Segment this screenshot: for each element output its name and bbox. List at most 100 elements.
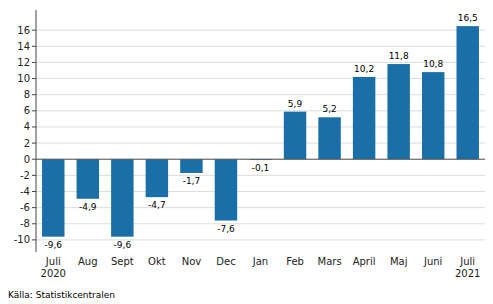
grid-line <box>36 175 485 176</box>
grid <box>36 30 485 240</box>
tick-label: Maj <box>390 256 408 267</box>
grid-line <box>36 78 485 79</box>
tick-label: Feb <box>286 256 304 267</box>
tick-mark <box>32 143 36 144</box>
tick-label-line: Dec <box>216 256 235 267</box>
bar <box>457 26 479 159</box>
tick-label: Nov <box>182 256 202 267</box>
grid-line <box>36 223 485 224</box>
bar <box>284 112 306 160</box>
data-label: 5,9 <box>288 99 303 109</box>
tick-label-line: Mars <box>318 256 342 267</box>
tick-label: -8 <box>20 218 30 229</box>
tick-label: Juni <box>423 256 442 267</box>
bar <box>111 159 133 236</box>
tick-label-line: Maj <box>390 256 408 267</box>
bar <box>353 77 375 159</box>
tick-label: 4 <box>24 121 30 132</box>
tick-label: April <box>353 256 376 267</box>
tick-label: 6 <box>24 105 30 116</box>
tick-label-line: Sept <box>111 256 134 267</box>
tick-label: 16 <box>17 25 30 36</box>
tick-mark <box>32 110 36 111</box>
tick-label: Dec <box>216 256 235 267</box>
bar <box>318 117 340 159</box>
tick-label-line: Nov <box>182 256 202 267</box>
tick-label-line: Okt <box>148 256 166 267</box>
data-label: -0,1 <box>252 163 270 173</box>
bar <box>215 159 237 220</box>
bar <box>146 159 168 197</box>
data-label: -7,6 <box>217 224 235 234</box>
tick-label-line: 2021 <box>455 268 480 279</box>
x-axis: Juli2020AugSeptOktNovDecJanFebMarsAprilM… <box>41 256 481 279</box>
data-label: 11,8 <box>389 51 409 61</box>
tick-label-line: 2020 <box>41 268 66 279</box>
y-axis: -10-8-6-4-20246810121416 <box>14 10 36 252</box>
tick-mark <box>32 159 36 160</box>
tick-mark <box>32 175 36 176</box>
grid-line <box>36 159 485 160</box>
data-label: 16,5 <box>458 13 478 23</box>
data-label: -9,6 <box>114 240 132 250</box>
chart-svg: -10-8-6-4-20246810121416-9,6-4,9-9,6-4,7… <box>0 0 493 304</box>
tick-label: -2 <box>20 170 30 181</box>
data-label: 10,2 <box>354 64 374 74</box>
tick-mark <box>32 46 36 47</box>
data-label: -1,7 <box>183 176 201 186</box>
grid-line <box>36 94 485 95</box>
bar <box>180 159 202 173</box>
bar <box>42 159 64 236</box>
tick-label-line: Juli <box>45 256 61 267</box>
data-label: -4,7 <box>148 200 166 210</box>
chart-container: -10-8-6-4-20246810121416-9,6-4,9-9,6-4,7… <box>0 0 493 304</box>
tick-mark <box>32 78 36 79</box>
bars <box>42 26 479 237</box>
data-label: 10,8 <box>423 59 443 69</box>
grid-line <box>36 126 485 127</box>
tick-mark <box>32 239 36 240</box>
bar <box>77 159 99 199</box>
bar <box>422 72 444 159</box>
tick-label: Sept <box>111 256 134 267</box>
tick-label: Juli2021 <box>455 256 480 279</box>
tick-mark <box>32 30 36 31</box>
tick-mark <box>32 207 36 208</box>
tick-mark <box>32 223 36 224</box>
tick-label: Juli2020 <box>41 256 66 279</box>
tick-label-line: Feb <box>286 256 304 267</box>
tick-label: 8 <box>24 89 30 100</box>
tick-label-line: April <box>353 256 376 267</box>
tick-label: 14 <box>17 41 30 52</box>
tick-label: Mars <box>318 256 342 267</box>
data-label: 5,2 <box>322 104 336 114</box>
tick-label: 0 <box>24 154 30 165</box>
grid-line <box>36 239 485 240</box>
tick-mark <box>32 94 36 95</box>
tick-label: 12 <box>17 57 30 68</box>
tick-label: Okt <box>148 256 166 267</box>
tick-label: -4 <box>20 186 30 197</box>
zero-line <box>36 159 485 160</box>
bar <box>387 64 409 159</box>
tick-label-line: Jan <box>252 256 268 267</box>
data-label: -4,9 <box>79 202 97 212</box>
tick-mark <box>32 62 36 63</box>
tick-label: Jan <box>252 256 268 267</box>
grid-line <box>36 62 485 63</box>
grid-line <box>36 143 485 144</box>
tick-mark <box>32 126 36 127</box>
grid-line <box>36 30 485 31</box>
tick-label-line: Juli <box>459 256 475 267</box>
grid-line <box>36 110 485 111</box>
source-text: Källa: Statistikcentralen <box>8 290 115 300</box>
tick-mark <box>32 191 36 192</box>
tick-label-line: Aug <box>78 256 98 267</box>
tick-label: 2 <box>24 138 30 149</box>
tick-label: 10 <box>17 73 30 84</box>
data-labels: -9,6 -4,9 -9,6 -4,7 -1,7 -7,6 -0,1 5,9 5,2 10,2 11… <box>44 13 477 250</box>
grid-line <box>36 191 485 192</box>
tick-label-line: Juni <box>423 256 442 267</box>
data-label: -9,6 <box>44 240 62 250</box>
tick-label: -10 <box>14 234 30 245</box>
